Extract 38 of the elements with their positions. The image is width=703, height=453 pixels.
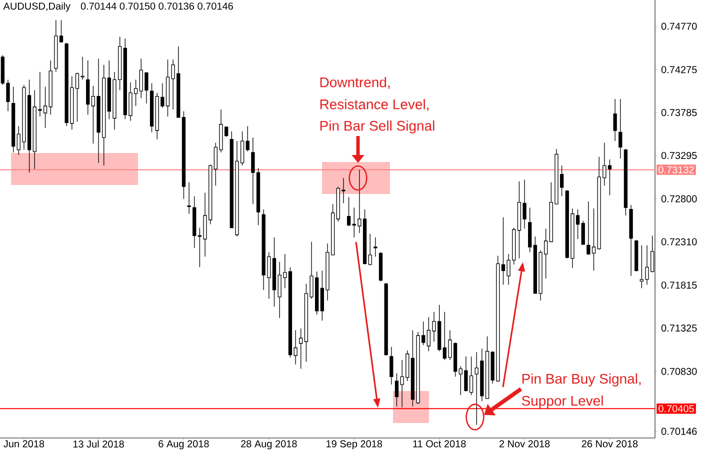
annotation: Resistance Level, [320,99,428,111]
annotation: Pin Bar Sell Signal [320,120,434,134]
x-tick-label: 11 Oct 2018 [413,440,466,448]
candlestick [613,98,617,142]
x-tick-label: 28 Aug 2018 [241,440,297,450]
candlestick [374,237,378,257]
candlestick [187,182,191,214]
y-tick-label: 0.74275 [661,66,697,74]
x-tick-label: Jun 2018 [4,440,44,448]
x-tick-label: 19 Sep 2018 [326,440,382,450]
annotation: Downtrend, [320,77,390,89]
candlestick [299,328,303,370]
y-tick-label: 0.71325 [661,324,697,332]
candlestick [246,126,250,152]
candlestick [581,220,585,245]
y-tick-label: 0.70146 [661,428,697,435]
chart-subtitle: 0.70144 0.70150 0.70136 0.70146 [80,2,233,10]
annotation: Pin Bar Buy Signal, [522,373,641,387]
candlestick [618,98,622,159]
x-tick-label: 6 Aug 2018 [158,440,209,450]
x-tick-label: 2 Nov 2018 [499,440,550,448]
y-tick-label: 0.71815 [661,282,697,289]
y-tick-label: 0.74770 [661,22,697,30]
candlestick [390,346,394,385]
y-tick-label: 0.72800 [661,195,697,202]
candlestick [368,234,372,266]
y-tick-label: 0.70830 [661,368,697,375]
y-tick-label: 0.72310 [661,238,697,246]
candlestick [608,159,612,196]
candlestick [346,196,351,226]
ref-line-label: 0.70405 [658,405,694,412]
annotation: Suppor Level [522,395,603,409]
x-tick-label: 26 Nov 2018 [582,440,638,448]
x-tick-label: 13 Jul 2018 [73,440,124,448]
y-tick-label: 0.73295 [661,152,697,160]
y-tick-label: 0.73785 [661,109,697,116]
chart-title: AUDUSD,Daily [3,2,70,12]
ref-line-label: 0.73132 [658,166,694,174]
